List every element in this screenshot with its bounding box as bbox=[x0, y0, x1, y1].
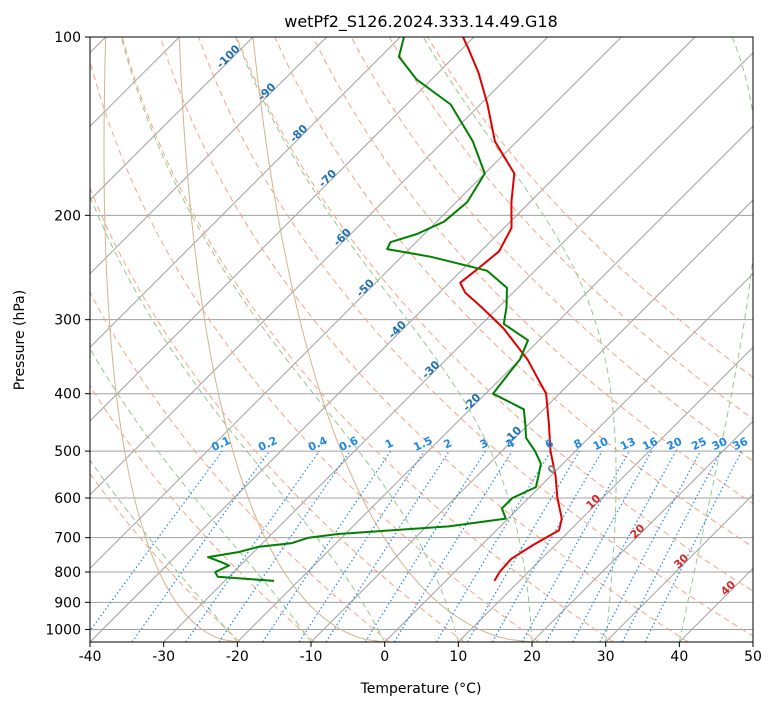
x-tick-label: -10 bbox=[300, 649, 323, 665]
mixing-ratio-line bbox=[325, 450, 450, 642]
isotherm-line bbox=[310, 199, 753, 642]
reference-arc-line bbox=[178, 37, 385, 642]
mixing-ratio-line bbox=[545, 450, 653, 642]
x-tick-label: -20 bbox=[226, 649, 249, 665]
dry-adiabat-line bbox=[274, 37, 753, 548]
x-tick-label: 0 bbox=[380, 649, 389, 665]
x-tick-label: 20 bbox=[523, 649, 541, 665]
mixing-ratio-line bbox=[644, 450, 743, 642]
profile-lines bbox=[207, 37, 563, 582]
x-tick-label: 10 bbox=[449, 649, 467, 665]
mixing-ratio-line bbox=[218, 450, 351, 642]
y-axis-label: Pressure (hPa) bbox=[12, 290, 28, 390]
moist-adiabat-line bbox=[678, 37, 753, 642]
chart-title: wetPf2_S126.2024.333.14.49.G18 bbox=[284, 12, 558, 32]
moist-adiabat-line bbox=[422, 37, 617, 642]
axis-ticks: -40 -30 -20 -10 0 10 20 30 40 50 100 200 300 400 500 60… bbox=[45, 30, 762, 665]
x-tick-label: 40 bbox=[670, 649, 688, 665]
dry-adiabat-line bbox=[312, 37, 753, 505]
moist-adiabat-line bbox=[235, 37, 533, 642]
mixing-ratio-line bbox=[262, 450, 392, 642]
dry-adiabat-line bbox=[90, 186, 465, 642]
isotherm-line bbox=[90, 37, 401, 349]
dry-adiabat-line bbox=[90, 384, 316, 642]
dry-adiabat-line bbox=[159, 37, 689, 642]
dry-adiabat-line bbox=[121, 37, 614, 642]
dry-adiabat-line bbox=[236, 37, 753, 592]
isotherm-line bbox=[90, 37, 622, 570]
y-tick-label: 500 bbox=[54, 444, 81, 460]
isotherm-line bbox=[457, 346, 753, 642]
y-tick-label: 600 bbox=[54, 491, 81, 507]
isotherm-line bbox=[90, 37, 475, 422]
y-tick-label: 300 bbox=[54, 313, 81, 329]
isotherm-line bbox=[236, 125, 753, 642]
temperature-profile-line bbox=[459, 37, 563, 582]
mixing-ratio-line bbox=[521, 450, 631, 642]
reference-arc-line bbox=[103, 37, 238, 642]
y-tick-label: 700 bbox=[54, 531, 81, 547]
mixing-ratio-label: 16 bbox=[640, 435, 660, 453]
mixing-ratio-label: 36 bbox=[731, 435, 751, 453]
dry-adiabat-line bbox=[90, 59, 540, 642]
dry-adiabat-line bbox=[90, 472, 241, 642]
dry-adiabat-line bbox=[388, 37, 753, 420]
moist-adiabat-line bbox=[90, 195, 386, 642]
y-tick-label: 200 bbox=[54, 208, 81, 224]
mixing-ratio-line bbox=[131, 450, 270, 642]
x-tick-label: -30 bbox=[152, 649, 175, 665]
mixing-ratio-label: 30 bbox=[710, 435, 730, 453]
isotherm-line bbox=[605, 493, 753, 642]
isotherm-line bbox=[90, 37, 328, 275]
reference-arc-line bbox=[252, 37, 533, 642]
x-axis-label: Temperature (°C) bbox=[360, 681, 482, 697]
isotherm-line bbox=[90, 37, 696, 642]
y-tick-label: 900 bbox=[54, 595, 81, 611]
y-tick-label: 1000 bbox=[45, 622, 81, 638]
y-tick-label: 400 bbox=[54, 387, 81, 403]
y-tick-label: 100 bbox=[54, 30, 81, 46]
mixing-ratio-line bbox=[90, 450, 223, 632]
mixing-ratio-label: 13 bbox=[618, 435, 637, 453]
dry-adiabat-line bbox=[426, 37, 753, 378]
mixing-ratio-label: 10 bbox=[591, 435, 611, 453]
background-lines bbox=[90, 37, 753, 642]
moist-adiabat-line bbox=[120, 37, 459, 642]
mixing-ratio-label: 25 bbox=[689, 435, 708, 453]
x-tick-label: -40 bbox=[79, 649, 102, 665]
dry-adiabat-line bbox=[350, 37, 753, 462]
moist-adiabat-line bbox=[90, 459, 238, 642]
dry-adiabat-line bbox=[198, 37, 753, 637]
mixing-ratio-line bbox=[298, 450, 425, 642]
isotherm-line bbox=[163, 51, 753, 642]
moist-adiabat-line bbox=[90, 347, 312, 642]
dry-adiabat-line bbox=[90, 291, 390, 642]
plot-frame bbox=[89, 36, 754, 643]
y-tick-label: 800 bbox=[54, 565, 81, 581]
mixing-ratio-label: 20 bbox=[665, 435, 685, 453]
x-tick-label: 30 bbox=[597, 649, 615, 665]
dewpoint-profile-line bbox=[207, 37, 542, 582]
mixing-ratio-line bbox=[393, 450, 513, 642]
isotherm-line bbox=[384, 272, 753, 642]
isotherm-line bbox=[90, 37, 254, 201]
x-tick-label: 50 bbox=[744, 649, 762, 665]
mixing-ratio-line bbox=[572, 450, 677, 642]
mixing-ratio-line bbox=[185, 450, 320, 642]
isotherm-line bbox=[90, 37, 549, 496]
isotherm-line bbox=[531, 420, 753, 642]
